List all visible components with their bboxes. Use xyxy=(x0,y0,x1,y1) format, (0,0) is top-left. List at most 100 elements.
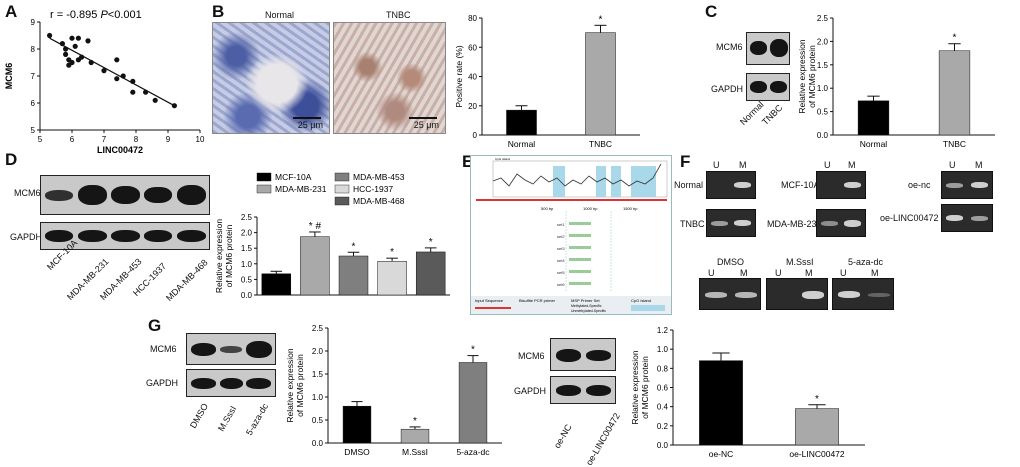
panel-label-f: F xyxy=(680,152,691,171)
blot-c-col-normal: Normal xyxy=(738,99,766,128)
y-tick-label: 9 xyxy=(31,18,36,27)
gel-b2-lane-u: U xyxy=(775,268,782,278)
scatter-point xyxy=(72,43,78,49)
cpg-island-svg: 500 bp 1000 bp 1500 bp set1 set2 set3 se… xyxy=(471,157,671,314)
bar-DMSO xyxy=(342,405,372,444)
gel-f1-lane-m: M xyxy=(739,160,747,170)
micrograph-normal: 25 μm xyxy=(212,22,330,134)
y-tick-label: 2.0 xyxy=(312,347,324,356)
y-tick-label: 1.2 xyxy=(657,326,669,335)
bar-TNBC xyxy=(585,32,616,136)
significance-mark: * xyxy=(815,394,819,405)
x-tick-label: 10 xyxy=(196,135,205,144)
gel-oenc xyxy=(941,171,993,199)
blot-g1-col-msssi: M.SssI xyxy=(216,404,239,433)
gel-label-dmso: DMSO xyxy=(717,257,744,267)
legend-label: MDA-MB-231 xyxy=(275,184,327,194)
primer-set2: set2 xyxy=(557,234,565,239)
y-axis-label-line2: of MCM6 protein xyxy=(295,354,305,417)
gel-b3-lane-u: U xyxy=(840,268,847,278)
scale-bar-tnbc xyxy=(409,117,437,119)
scatter-point xyxy=(88,59,94,66)
gel-row-mcf10a: MCF-10A xyxy=(781,180,820,190)
y-tick-label: 0.5 xyxy=(312,416,324,425)
x-tick-label: 6 xyxy=(70,135,75,144)
blot-c-row-mcm6: MCM6 xyxy=(716,42,743,52)
y-axis-label-line1: Relative expression xyxy=(797,39,807,113)
legend-label: MDA-MB-453 xyxy=(353,172,405,182)
blot-d-gapdh xyxy=(40,222,210,250)
gel-row-normal: Normal xyxy=(674,180,704,190)
y-axis-label: Positive rate (%) xyxy=(454,45,464,108)
blot-g1-gapdh xyxy=(186,369,276,397)
significance-mark: * xyxy=(429,237,433,248)
scatter-point xyxy=(59,41,65,47)
bar-oe-LINC00472 xyxy=(795,408,839,446)
bar-oe-NC xyxy=(699,360,743,446)
y-tick-label: 60 xyxy=(468,43,477,52)
panel-label-e: E xyxy=(462,152,474,171)
y-tick-label: 0.6 xyxy=(657,384,669,393)
bar-MDA-MB-453 xyxy=(338,255,369,296)
scatter-point xyxy=(69,35,75,41)
scatter-point xyxy=(114,76,120,82)
primer-set6: set6 xyxy=(557,282,565,287)
significance-mark: * xyxy=(390,247,394,258)
bar-HCC-1937 xyxy=(377,261,407,296)
micrograph-label-tnbc: TNBC xyxy=(386,10,411,20)
tick-500: 500 bp xyxy=(541,206,554,211)
micrograph-tnbc: 25 μm xyxy=(333,22,446,134)
scatter-point xyxy=(130,78,136,84)
bar-M.SssI xyxy=(400,428,430,444)
scale-bar-label-normal: 25 μm xyxy=(297,120,323,130)
primer-set4: set4 xyxy=(557,258,565,263)
significance-mark: * xyxy=(599,14,603,25)
gel-row-tnbc: TNBC xyxy=(680,219,705,229)
bar-chart-d: 0.0 0.5 1.0 1.5 2.0 2.5 Relative expression of … xyxy=(214,172,450,300)
legend-swatch xyxy=(334,184,350,194)
blot-g2-mcm6 xyxy=(550,338,616,371)
blot-g1-row-gapdh: GAPDH xyxy=(146,378,179,388)
scatter-point xyxy=(47,32,53,39)
gel-b3-lane-m: M xyxy=(871,268,879,278)
gel-f2-lane-m: M xyxy=(848,160,856,170)
significance-mark: * xyxy=(953,33,957,44)
y-tick-label: 1.5 xyxy=(312,370,324,379)
cpg-title: CpG Island xyxy=(495,157,510,161)
tick-1000: 1000 bp xyxy=(583,206,598,211)
y-tick-label: 0.0 xyxy=(241,291,253,300)
scatter-point xyxy=(63,46,69,52)
bar-MCF-10A xyxy=(261,273,292,296)
legend-methylated: Methylated-Specific xyxy=(571,304,602,308)
y-tick-label: 1.5 xyxy=(241,244,253,253)
x-tick-label: 9 xyxy=(166,135,171,144)
tick-1500: 1500 bp xyxy=(623,206,638,211)
blot-d-mcm6 xyxy=(40,175,210,215)
y-tick-label: 80 xyxy=(468,14,477,23)
scatter-point xyxy=(63,51,69,58)
scatter-point xyxy=(152,97,158,103)
y-axis-label-line2: of MCM6 protein xyxy=(807,45,817,108)
y-tick-label: 20 xyxy=(468,102,477,111)
y-tick-label: 7 xyxy=(31,72,36,81)
bar-chart-b: 0 20 40 60 80 Positive rate (%) Normal * TNBC xyxy=(454,14,640,149)
y-tick-label: 0 xyxy=(473,131,478,140)
x-tick-label: oe-NC xyxy=(709,449,734,459)
gel-label-5aza: 5-aza-dc xyxy=(848,257,884,267)
bar-MDA-MB-231 xyxy=(300,236,330,296)
bar-TNBC xyxy=(938,50,971,136)
gel-oelinc xyxy=(941,204,993,232)
gel-f2-lane-u: U xyxy=(824,160,831,170)
scatter-point xyxy=(75,57,81,63)
x-tick-label: DMSO xyxy=(344,447,370,457)
blot-g1-row-mcm6: MCM6 xyxy=(150,344,177,354)
significance-mark: * xyxy=(352,241,356,252)
legend-unmethylated: Unmethylated-Specific xyxy=(571,309,606,313)
y-tick-label: 2.5 xyxy=(817,14,829,23)
legend-label: HCC-1937 xyxy=(353,184,393,194)
y-axis-label-line1: Relative expression xyxy=(214,219,224,293)
panel-label-b: B xyxy=(212,2,225,21)
y-tick-label: 8 xyxy=(31,45,36,54)
gel-f3-lane-m: M xyxy=(975,160,983,170)
x-tick-label: Normal xyxy=(508,139,536,149)
